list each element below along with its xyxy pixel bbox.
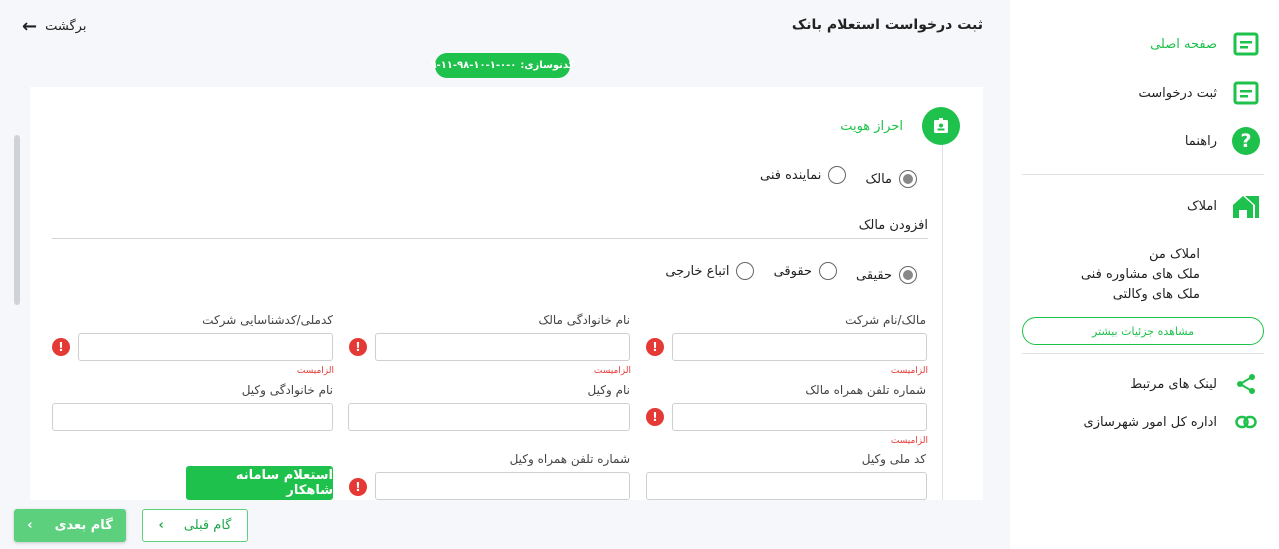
owner-phone-label: شماره تلفن همراه مالک [805, 383, 926, 397]
radio-legal[interactable]: حقوقی [774, 262, 837, 280]
lawyer-phone-input[interactable] [375, 472, 630, 500]
divider [1022, 353, 1264, 354]
radio-circle[interactable] [736, 262, 755, 280]
link-my-properties[interactable]: املاک من [1149, 247, 1200, 262]
sidebar-link-urban-planning[interactable]: اداره کل امور شهرسازی [1084, 407, 1261, 437]
step-title: احراز هویت [840, 119, 903, 134]
owner-phone-input[interactable] [672, 403, 927, 431]
sidebar-item-new-request[interactable]: ثبت درخواست [1138, 78, 1261, 108]
lawyer-name-label: نام وکیل [587, 383, 630, 397]
badge-icon [922, 107, 960, 145]
radio-circle[interactable] [818, 262, 837, 280]
article-icon [1231, 78, 1261, 108]
national-id-input[interactable] [78, 333, 333, 361]
lawyer-lastname-label: نام خانوادگی وکیل [241, 383, 333, 397]
page-title: ثبت درخواست استعلام بانک [791, 17, 983, 33]
code-badge-label: کدنوسازی: [520, 60, 575, 71]
sidebar-item-help[interactable]: ? راهنما [1185, 126, 1261, 156]
share-icon [1231, 369, 1261, 399]
sidebar-item-label: صفحه اصلی [1150, 36, 1217, 52]
radio-circle[interactable] [828, 166, 847, 184]
section-title: افزودن مالک [858, 218, 928, 233]
required-message: الزامیست [890, 366, 928, 376]
lawyer-phone-label: شماره تلفن همراه وکیل [509, 452, 630, 466]
owner-lastname-label: نام خانوادگی مالک [538, 313, 630, 327]
radio-label: حقیقی [856, 267, 892, 283]
prev-step-button[interactable]: ‹ گام قبلی [142, 509, 248, 542]
back-label: برگشت [45, 19, 87, 34]
chevron-right-icon: › [27, 518, 33, 533]
error-icon: ! [646, 408, 664, 426]
properties-links: املاک من ملک های مشاوره فنی ملک های وکال… [1081, 245, 1200, 305]
radio-owner[interactable]: مالک [865, 170, 917, 188]
lawyer-national-id-input[interactable] [646, 472, 927, 500]
link-technical-properties[interactable]: ملک های مشاوره فنی [1080, 267, 1200, 282]
link-icon [1231, 407, 1261, 437]
help-icon: ? [1231, 126, 1261, 156]
divider [1022, 174, 1264, 175]
required-message: الزامیست [296, 366, 334, 376]
code-badge-value: ۹-۱۱-۹۸-۱۰-۱-۰-۰ [430, 60, 517, 71]
sidebar-item-label: ثبت درخواست [1138, 85, 1217, 101]
error-icon: ! [646, 338, 664, 356]
home-icon [1231, 191, 1261, 221]
person-type-radio-group: حقیقی حقوقی اتباع خارجی [651, 262, 917, 284]
view-more-button[interactable]: مشاهده جزئیات بیشتر [1022, 317, 1264, 345]
radio-circle[interactable] [899, 170, 917, 188]
chevron-left-icon: ‹ [158, 518, 164, 533]
error-icon: ! [349, 478, 367, 496]
owner-lastname-input[interactable] [375, 333, 630, 361]
link-power-of-attorney-properties[interactable]: ملک های وکالتی [1112, 287, 1200, 302]
radio-label: نماینده فنی [759, 167, 822, 183]
radio-foreign[interactable]: اتباع خارجی [665, 262, 755, 280]
radio-label: حقوقی [773, 263, 812, 279]
owner-name-label: مالک/نام شرکت [845, 313, 926, 327]
radio-label: اتباع خارجی [665, 263, 730, 279]
arrow-left-icon: ← [22, 16, 38, 37]
lawyer-national-id-label: کد ملی وکیل [861, 452, 926, 466]
national-id-label: کدملی/کدشناسایی شرکت [202, 313, 333, 327]
sidebar-item-label: اداره کل امور شهرسازی [1083, 414, 1217, 430]
radio-label: مالک [865, 171, 892, 187]
sidebar-properties-header: املاک [1187, 191, 1261, 221]
next-step-button[interactable]: گام بعدی › [14, 509, 126, 542]
stepper-line [942, 127, 943, 500]
radio-circle[interactable] [899, 266, 917, 284]
owner-name-input[interactable] [672, 333, 927, 361]
sidebar-related-header: لینک های مرتبط [1130, 369, 1261, 399]
article-icon [1231, 29, 1261, 59]
required-message: الزامیست [593, 366, 631, 376]
next-label: گام بعدی [54, 518, 113, 533]
shahkar-inquiry-button[interactable]: استعلام سامانه شاهکار [186, 466, 333, 500]
scrollbar-thumb[interactable] [14, 135, 20, 305]
radio-natural[interactable]: حقیقی [856, 266, 917, 284]
divider [52, 238, 928, 239]
lawyer-lastname-input[interactable] [52, 403, 333, 431]
form-card: احراز هویت مالک نماینده فنی افزودن مالک … [30, 87, 983, 500]
lawyer-name-input[interactable] [348, 403, 630, 431]
prev-label: گام قبلی [183, 518, 232, 533]
error-icon: ! [349, 338, 367, 356]
radio-technical-rep[interactable]: نماینده فنی [759, 166, 847, 184]
sidebar-item-home[interactable]: صفحه اصلی [1150, 29, 1261, 59]
code-badge: کدنوسازی: ۹-۱۱-۹۸-۱۰-۱-۰-۰ [430, 53, 575, 78]
sidebar-item-label: راهنما [1184, 133, 1217, 149]
back-button[interactable]: ← برگشت [22, 16, 86, 37]
sidebar: صفحه اصلی ثبت درخواست ? راهنما املاک امل… [1010, 0, 1279, 549]
sidebar-item-label: املاک [1187, 198, 1217, 214]
sidebar-item-label: لینک های مرتبط [1130, 376, 1217, 392]
required-message: الزامیست [890, 436, 928, 446]
error-icon: ! [52, 338, 70, 356]
role-radio-group: مالک نماینده فنی [746, 166, 917, 188]
